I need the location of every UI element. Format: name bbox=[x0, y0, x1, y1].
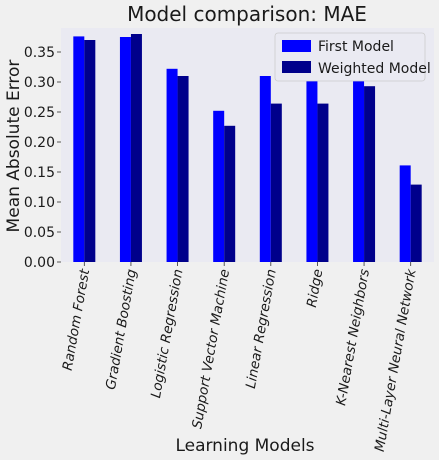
bar-weighted-model-multi-layer-neural-network bbox=[410, 184, 422, 262]
y-tick-label: 0.35 bbox=[24, 45, 55, 61]
y-tick-label: 0.10 bbox=[24, 195, 55, 211]
x-tick-label-support-vector-machine: Support Vector Machine bbox=[189, 268, 233, 430]
chart-title: Model comparison: MAE bbox=[127, 2, 367, 26]
bar-weighted-model-gradient-boosting bbox=[130, 34, 142, 262]
y-tick-label: 0.15 bbox=[24, 165, 55, 181]
y-tick-label: 0.30 bbox=[24, 75, 55, 91]
bar-first-model-linear-regression bbox=[259, 76, 271, 262]
bar-weighted-model-random-forest bbox=[84, 40, 96, 262]
x-tick-label-gradient-boosting: Gradient Boosting bbox=[103, 268, 140, 391]
bar-weighted-model-k-nearest-neighbors bbox=[364, 86, 376, 262]
x-axis-label: Learning Models bbox=[175, 436, 314, 456]
bar-first-model-random-forest bbox=[73, 36, 85, 263]
legend-swatch-weighted-model bbox=[282, 61, 311, 73]
y-axis-label: Mean Absolute Error bbox=[4, 60, 24, 233]
legend: First Model Weighted Model bbox=[274, 32, 431, 82]
bar-weighted-model-support-vector-machine bbox=[224, 125, 236, 262]
x-ticks: Random Forest Gradient Boosting Logistic R… bbox=[60, 262, 420, 453]
bar-first-model-gradient-boosting bbox=[119, 37, 131, 262]
y-tick-label: 0.25 bbox=[24, 105, 55, 121]
x-tick-label-random-forest: Random Forest bbox=[60, 267, 94, 372]
y-tick-label: 0.05 bbox=[24, 225, 55, 241]
bar-weighted-model-ridge bbox=[317, 103, 329, 262]
legend-swatch-first-model bbox=[282, 40, 311, 52]
bar-first-model-multi-layer-neural-network bbox=[399, 165, 411, 262]
legend-label-first-model: First Model bbox=[318, 39, 394, 55]
x-tick-label-linear-regression: Linear Regression bbox=[243, 268, 280, 390]
bar-weighted-model-logistic-regression bbox=[177, 76, 189, 262]
bar-first-model-logistic-regression bbox=[166, 68, 178, 262]
x-tick-label-logistic-regression: Logistic Regression bbox=[148, 268, 186, 399]
x-tick-label-multi-layer-neural-network: Multi-Layer Neural Network bbox=[372, 267, 420, 453]
legend-box bbox=[274, 32, 426, 82]
x-tick-label-k-nearest-neighbors: K-Nearest Neighbors bbox=[333, 268, 373, 407]
bar-first-model-support-vector-machine bbox=[213, 110, 225, 262]
legend-label-weighted-model: Weighted Model bbox=[318, 61, 431, 77]
bar-first-model-k-nearest-neighbors bbox=[353, 80, 365, 262]
y-tick-label: 0.20 bbox=[24, 135, 55, 151]
y-ticks: 0.00 0.05 0.10 0.15 0.20 0.25 0.30 0.35 bbox=[24, 45, 61, 271]
x-tick-label-ridge: Ridge bbox=[304, 268, 326, 309]
y-tick-label: 0.00 bbox=[24, 255, 55, 271]
bar-first-model-ridge bbox=[306, 76, 318, 262]
bar-weighted-model-linear-regression bbox=[270, 103, 282, 262]
bars bbox=[73, 34, 422, 263]
